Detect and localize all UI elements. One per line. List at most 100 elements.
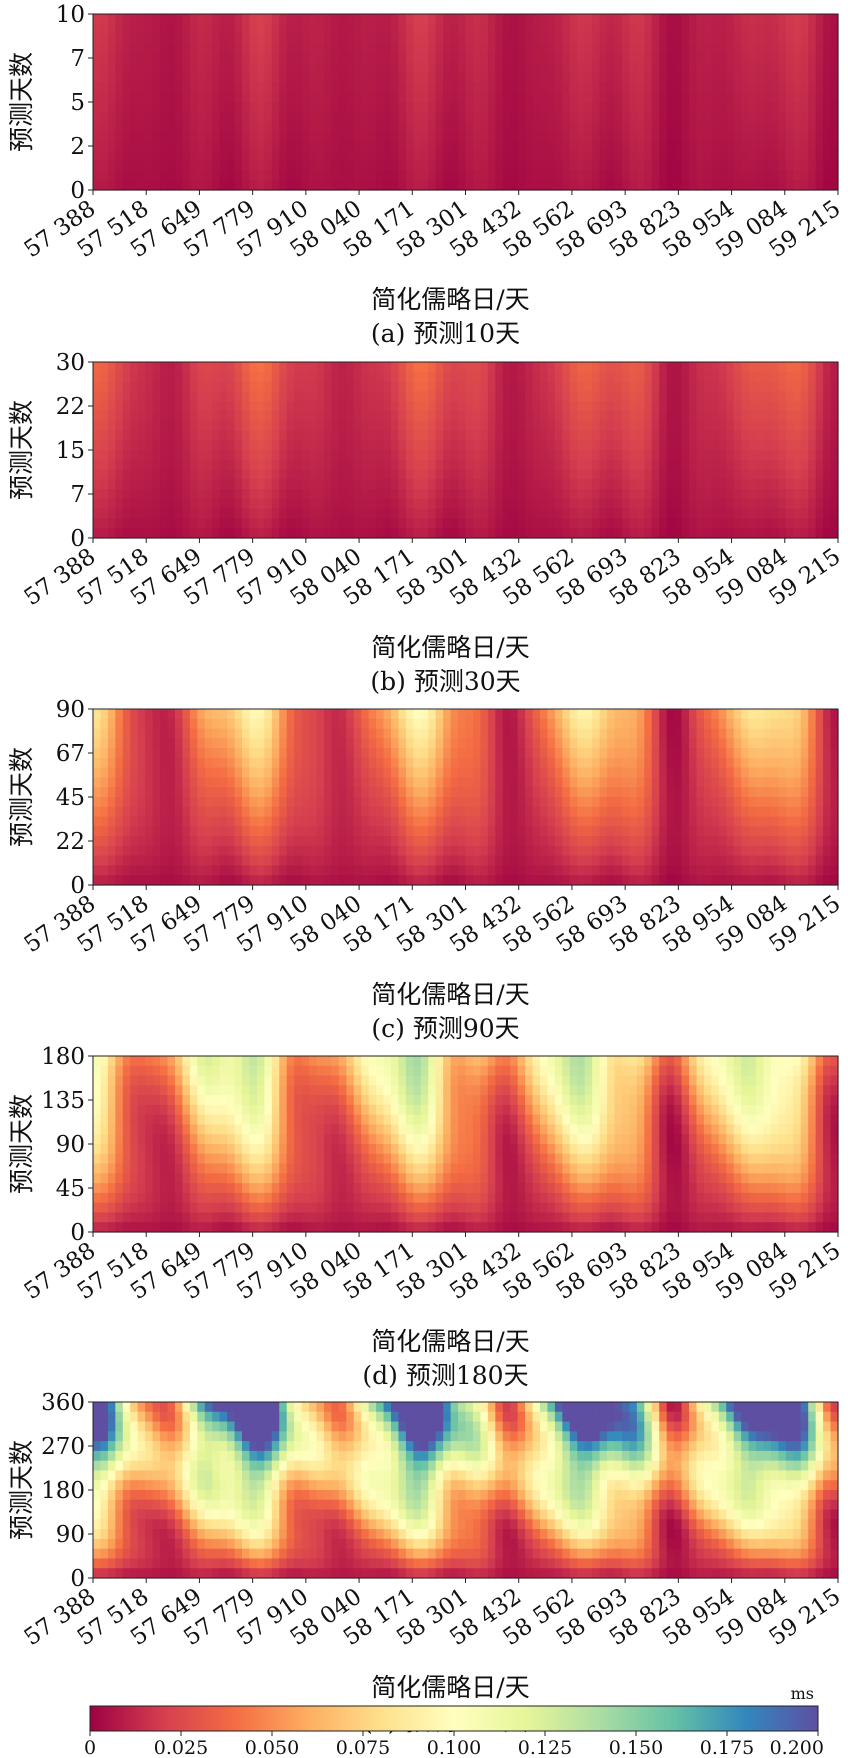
heatmap-cell [465, 150, 474, 162]
heatmap-cell [234, 23, 243, 35]
heatmap-cell [376, 797, 385, 808]
heatmap-cell [674, 440, 683, 451]
heatmap-cell [115, 371, 124, 383]
heatmap-cell [644, 459, 653, 471]
heatmap-cell [554, 709, 563, 720]
heatmap-cell [160, 72, 169, 84]
heatmap-cell [122, 14, 131, 25]
heatmap-cell [338, 826, 347, 837]
heatmap-cell [137, 391, 146, 402]
heatmap-cell [614, 709, 623, 720]
heatmap-cell [599, 180, 608, 191]
heatmap-cell [607, 738, 616, 749]
heatmap-cell [189, 498, 198, 510]
heatmap-cell [815, 111, 824, 123]
heatmap-cell [398, 718, 407, 730]
heatmap-cell [689, 508, 698, 520]
heatmap-cell [413, 72, 422, 84]
heatmap-cell [599, 23, 608, 35]
heatmap-cell [405, 767, 414, 779]
heatmap-cell [696, 92, 705, 103]
heatmap-cell [338, 141, 347, 152]
heatmap-cell [651, 738, 660, 749]
heatmap-cell [279, 816, 288, 827]
heatmap-cell [569, 23, 578, 35]
heatmap-cell [748, 82, 757, 93]
heatmap-cell [391, 459, 400, 471]
heatmap-cell [361, 489, 370, 500]
heatmap-cell [323, 160, 332, 172]
heatmap-cell [577, 728, 586, 739]
heatmap-cell [323, 498, 332, 510]
heatmap-cell [666, 498, 675, 510]
heatmap-cell [271, 450, 280, 461]
heatmap-cell [331, 728, 340, 739]
heatmap-cell [525, 826, 534, 837]
heatmap-cell [204, 72, 213, 84]
heatmap-cell [234, 381, 243, 392]
heatmap-cell [197, 528, 206, 539]
heatmap-cell [562, 498, 571, 510]
heatmap-cell [346, 381, 355, 392]
heatmap-cell [242, 141, 251, 152]
heatmap-cell [398, 806, 407, 818]
heatmap-cell [107, 420, 116, 432]
heatmap-cell [271, 440, 280, 451]
heatmap-cell [428, 528, 437, 539]
heatmap-cell [644, 498, 653, 510]
heatmap-cell [420, 430, 429, 441]
heatmap-cell [301, 72, 310, 84]
heatmap-cell [264, 102, 273, 113]
heatmap-cell [517, 401, 526, 412]
heatmap-cell [472, 410, 481, 422]
heatmap-cell [532, 72, 541, 84]
heatmap-cell [666, 410, 675, 422]
heatmap-cell [644, 391, 653, 402]
heatmap-cell [547, 787, 556, 798]
heatmap-cell [562, 459, 571, 471]
heatmap-cell [823, 748, 832, 759]
heatmap-cell [137, 757, 146, 769]
heatmap-cell [443, 33, 452, 44]
heatmap-cell [778, 160, 787, 172]
heatmap-cell [323, 718, 332, 730]
heatmap-cell [271, 738, 280, 749]
heatmap-cell [137, 381, 146, 392]
heatmap-cell [145, 508, 154, 520]
heatmap-cell [778, 440, 787, 451]
heatmap-cell [368, 53, 377, 64]
heatmap-cell [219, 82, 228, 93]
heatmap-cell [510, 498, 519, 510]
heatmap-cell [733, 401, 742, 412]
heatmap-cell [316, 518, 325, 529]
heatmap-cell [756, 92, 765, 103]
heatmap-cell [152, 150, 161, 162]
heatmap-cell [540, 381, 549, 392]
heatmap-cell [346, 82, 355, 93]
heatmap-cell [182, 420, 191, 432]
heatmap-cell [93, 62, 102, 74]
heatmap-cell [502, 150, 511, 162]
heatmap-cell [361, 121, 370, 132]
heatmap-cell [815, 826, 824, 837]
heatmap-cell [651, 180, 660, 191]
heatmap-cell [435, 757, 444, 769]
heatmap-cell [756, 23, 765, 35]
heatmap-cell [361, 518, 370, 529]
heatmap-cell [793, 718, 802, 730]
heatmap-cell [420, 381, 429, 392]
heatmap-cell [450, 102, 459, 113]
heatmap-cell [659, 528, 668, 539]
heatmap-cell [413, 718, 422, 730]
heatmap-cell [450, 440, 459, 451]
heatmap-cell [234, 450, 243, 461]
heatmap-cell [353, 62, 362, 74]
heatmap-cell [770, 131, 779, 142]
heatmap-cell [242, 362, 251, 373]
heatmap-cell [130, 160, 139, 172]
heatmap-cell [107, 121, 116, 132]
heatmap-cell [167, 518, 176, 529]
heatmap-cell [435, 111, 444, 123]
heatmap-cell [174, 62, 183, 74]
heatmap-cell [562, 111, 571, 123]
